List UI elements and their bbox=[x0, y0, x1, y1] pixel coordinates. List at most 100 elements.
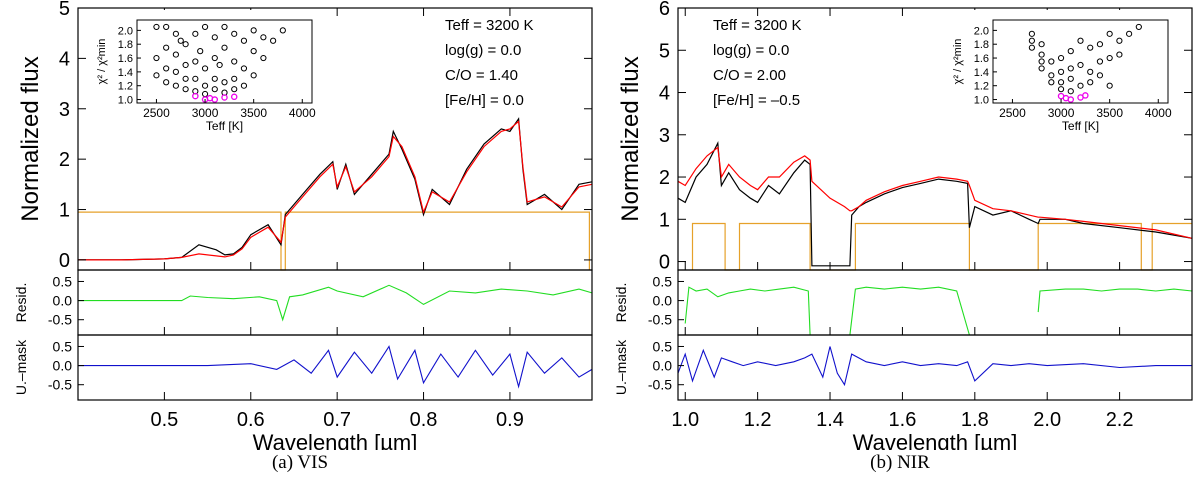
nir-xtick-label: 1.4 bbox=[816, 409, 844, 431]
vis-annotation: [Fe/H] = 0.0 bbox=[445, 92, 524, 109]
vis-inset-point bbox=[216, 61, 223, 69]
vis-inset-point bbox=[279, 27, 286, 34]
nir-flux-ytick-label: 1 bbox=[659, 209, 670, 231]
nir-inset-xlabel: Teff [K] bbox=[1062, 119, 1099, 133]
vis-flux-ytick-label: 3 bbox=[59, 99, 70, 121]
nir-xtick-label: 1.6 bbox=[889, 409, 917, 431]
nir-xtick-label: 2.0 bbox=[1033, 409, 1061, 431]
vis-unmasked-residual-ytick-label: -0.5 bbox=[48, 377, 72, 393]
vis-residual-panel: 0.5 0.0 -0.5 bbox=[48, 269, 593, 336]
vis-inset-point bbox=[240, 82, 248, 89]
vis-inset-xtick-label: 4000 bbox=[289, 106, 316, 120]
nir-inset-point bbox=[1116, 51, 1123, 58]
nir-inset-ytick-label: 1.6 bbox=[974, 53, 989, 65]
vis-inset-point bbox=[201, 23, 209, 31]
nir-inset-point bbox=[1028, 30, 1035, 37]
nir-inset-point bbox=[1077, 82, 1084, 89]
nir-residual-line bbox=[684, 286, 811, 336]
vis-flux-ylabel: Normalized flux bbox=[17, 56, 44, 221]
vis-inset-point bbox=[231, 86, 238, 93]
vis-inset-point bbox=[260, 34, 267, 41]
vis-inset-point bbox=[153, 72, 160, 79]
vis-inset-xtick-label: 2500 bbox=[143, 106, 170, 120]
nir-inset-ylabel: χ² / χ²min bbox=[952, 39, 964, 85]
vis-inset-point bbox=[172, 51, 179, 58]
nir-residual-line bbox=[1037, 288, 1193, 313]
vis-residual-ylabel: Resid. bbox=[13, 283, 29, 323]
vis-inset-ytick-label: 1.2 bbox=[118, 81, 133, 93]
nir-flux-ytick-label: 6 bbox=[659, 0, 670, 20]
nir-unmasked-residual-panel: 0.5 0.0 -0.5 bbox=[648, 334, 1193, 401]
nir-inset-point bbox=[1077, 37, 1084, 44]
vis-xtick-label: 0.6 bbox=[237, 409, 265, 431]
vis-inset-point bbox=[163, 65, 170, 72]
nir-inset-xtick-label: 3000 bbox=[1048, 106, 1075, 120]
nir-inset-best-point bbox=[1067, 96, 1075, 103]
nir-inset-xtick-label: 3500 bbox=[1096, 106, 1123, 120]
vis-inset-point bbox=[182, 41, 189, 48]
nir-observed-spectrum bbox=[677, 141, 1193, 267]
nir-residual-ytick-label: 0.0 bbox=[653, 293, 673, 309]
vis-xtick-label: 0.9 bbox=[496, 409, 524, 431]
vis-inset-point bbox=[211, 54, 218, 62]
nir-inset-point bbox=[1087, 68, 1094, 75]
nir-inset-point bbox=[1057, 54, 1065, 62]
vis-caption: (a) VIS bbox=[271, 452, 329, 473]
vis-inset-point bbox=[177, 37, 184, 44]
nir-annotation: [Fe/H] = –0.5 bbox=[713, 92, 800, 109]
nir-xtick-label: 1.2 bbox=[744, 409, 772, 431]
nir-inset-point bbox=[1096, 58, 1104, 65]
vis-inset-point bbox=[260, 54, 267, 62]
nir-inset-point bbox=[1106, 82, 1113, 89]
vis-residual-ytick-label: 0.5 bbox=[53, 273, 73, 289]
vis-inset-ylabel: χ² / χ²min bbox=[96, 39, 108, 85]
nir-inset-point bbox=[1135, 23, 1142, 31]
nir-inset-point bbox=[1028, 44, 1035, 51]
vis-flux-ytick-label: 1 bbox=[59, 200, 70, 222]
vis-xlabel: Wavelength [µm] bbox=[253, 430, 418, 450]
nir-inset-frame bbox=[992, 19, 1169, 104]
nir-inset-ytick-label: 1.2 bbox=[974, 81, 989, 93]
vis-inset-ytick-label: 1.4 bbox=[118, 67, 133, 79]
vis-inset-xlabel: Teff [K] bbox=[206, 119, 243, 133]
nir-residual-panel: 0.5 0.0 -0.5 bbox=[648, 269, 1193, 336]
nir-flux-ytick-label: 5 bbox=[659, 40, 670, 62]
vis-flux-ytick-label: 0 bbox=[59, 250, 70, 272]
vis-annotation: C/O = 1.40 bbox=[445, 67, 518, 84]
nir-unmasked-residual-ytick-label: 0.0 bbox=[653, 358, 673, 374]
nir-unmasked-residual-ylabel: U.–mask bbox=[613, 339, 629, 395]
nir-residual-line bbox=[849, 286, 970, 336]
nir-xtick-label: 1.8 bbox=[961, 409, 989, 431]
vis-inset-point bbox=[250, 72, 257, 79]
vis-inset-ytick-label: 1.6 bbox=[118, 53, 133, 65]
vis-inset-point bbox=[192, 75, 199, 82]
nir-inset-point bbox=[1116, 37, 1123, 44]
nir-inset-point bbox=[1038, 51, 1045, 58]
nir-inset-ytick-label: 1.0 bbox=[974, 95, 989, 107]
vis-flux-panel: 0 1 2 3 4 5 Normalized flux Teff = 3200 K log(g)… bbox=[17, 0, 593, 272]
vis-panel: 0 1 2 3 4 5 Normalized flux Teff = 3200 K log(g)… bbox=[13, 0, 593, 473]
vis-unmasked-residual-panel: 0.5 0.0 -0.5 bbox=[48, 334, 593, 401]
vis-inset-point bbox=[172, 30, 179, 37]
nir-inset-ytick-label: 1.4 bbox=[974, 67, 989, 79]
nir-residual-ytick-label: -0.5 bbox=[648, 312, 672, 328]
nir-annotation: C/O = 2.00 bbox=[713, 67, 786, 84]
nir-inset-point bbox=[1106, 54, 1113, 62]
vis-unmasked-residual-line bbox=[78, 345, 593, 389]
vis-inset-point bbox=[201, 82, 209, 89]
nir-inset-xtick-label: 4000 bbox=[1145, 106, 1172, 120]
vis-inset-point bbox=[153, 54, 160, 62]
nir-xtick-label: 1.0 bbox=[671, 409, 699, 431]
nir-unmasked-residual-frame bbox=[677, 334, 1193, 401]
nir-unmasked-residual-ytick-label: 0.5 bbox=[653, 338, 673, 354]
vis-xtick-label: 0.7 bbox=[323, 409, 351, 431]
nir-inset-point bbox=[1057, 79, 1065, 86]
vis-inset-point bbox=[221, 79, 228, 86]
nir-inset-point bbox=[1067, 48, 1074, 55]
nir-inset-point bbox=[1087, 79, 1094, 86]
vis-inset-point bbox=[163, 44, 170, 51]
nir-inset-ytick-label: 1.8 bbox=[974, 39, 989, 51]
nir-flux-ytick-label: 0 bbox=[659, 252, 670, 274]
nir-inset-point bbox=[1048, 72, 1055, 79]
vis-inset-point bbox=[182, 61, 189, 69]
